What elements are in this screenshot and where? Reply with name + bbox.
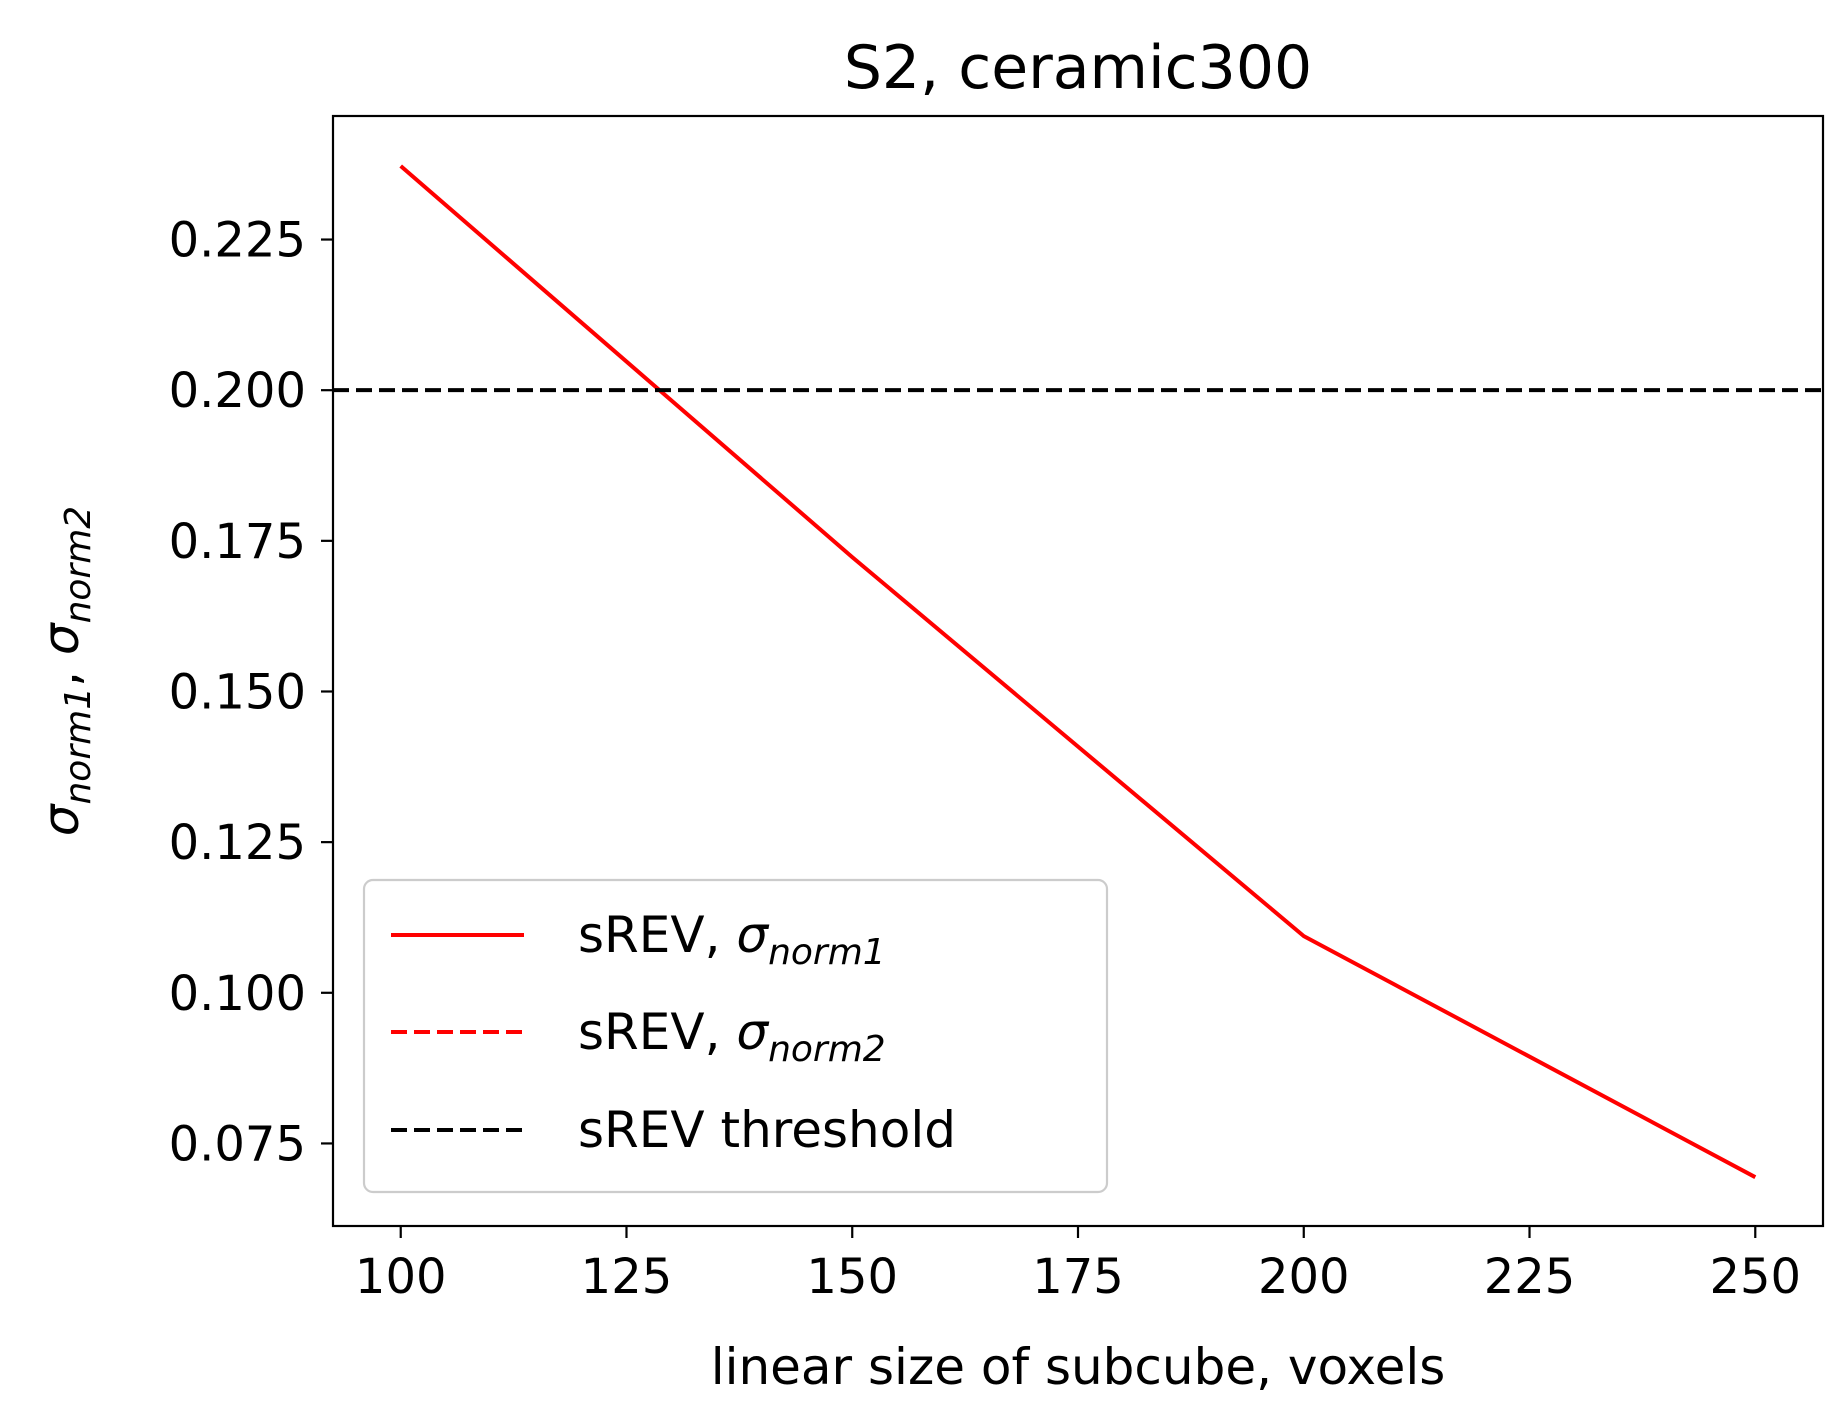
legend-item-0: sREV, σnorm1 xyxy=(391,906,886,973)
legend-label-2: sREV threshold xyxy=(578,1101,956,1159)
y-tick-label-2: 0.125 xyxy=(169,815,306,871)
series-line-0 xyxy=(399,164,1757,1179)
y-axis-label-sym1: σ xyxy=(32,803,90,836)
x-axis-label: linear size of subcube, voxels xyxy=(711,1338,1446,1396)
y-tick-label-1: 0.100 xyxy=(169,966,306,1022)
y-axis-label-sym2: σ xyxy=(32,622,90,655)
x-tick-label-1: 125 xyxy=(581,1249,673,1305)
x-tick-label-2: 150 xyxy=(806,1249,898,1305)
legend-label-0: sREV, σnorm1 xyxy=(578,906,886,973)
plot-area xyxy=(333,164,1823,1179)
y-tick-label-6: 0.225 xyxy=(169,213,306,269)
legend-box xyxy=(362,878,1109,1194)
x-tick-label-4: 200 xyxy=(1258,1249,1350,1305)
legend-label-1: sREV, σnorm2 xyxy=(578,1003,886,1070)
y-axis-label-sub1: norm1 xyxy=(58,687,99,805)
x-tick-label-5: 225 xyxy=(1484,1249,1576,1305)
y-axis-label-sub2: norm2 xyxy=(58,506,99,624)
x-tick-label-6: 250 xyxy=(1709,1249,1801,1305)
legend-item-2: sREV threshold xyxy=(391,1101,956,1159)
y-tick-label-0: 0.075 xyxy=(169,1116,306,1172)
axis-ticks: 100 125 150 175 200 225 250 0.075 0.100 0.125 0.15… xyxy=(169,213,1802,1305)
y-axis-label-sep: , xyxy=(32,655,90,687)
legend: sREV, σnorm1 sREV, σnorm2 sREV threshold xyxy=(362,878,1109,1194)
x-tick-label-0: 100 xyxy=(355,1249,447,1305)
chart-title: S2, ceramic300 xyxy=(844,33,1312,103)
y-axis-label: σnorm1, σnorm2 xyxy=(32,506,99,836)
y-tick-label-4: 0.175 xyxy=(169,514,306,570)
y-tick-label-5: 0.200 xyxy=(169,363,306,419)
legend-item-1: sREV, σnorm2 xyxy=(391,1003,886,1070)
x-tick-label-3: 175 xyxy=(1032,1249,1124,1305)
plot-frame xyxy=(331,114,1825,1228)
y-tick-label-3: 0.150 xyxy=(169,664,306,720)
